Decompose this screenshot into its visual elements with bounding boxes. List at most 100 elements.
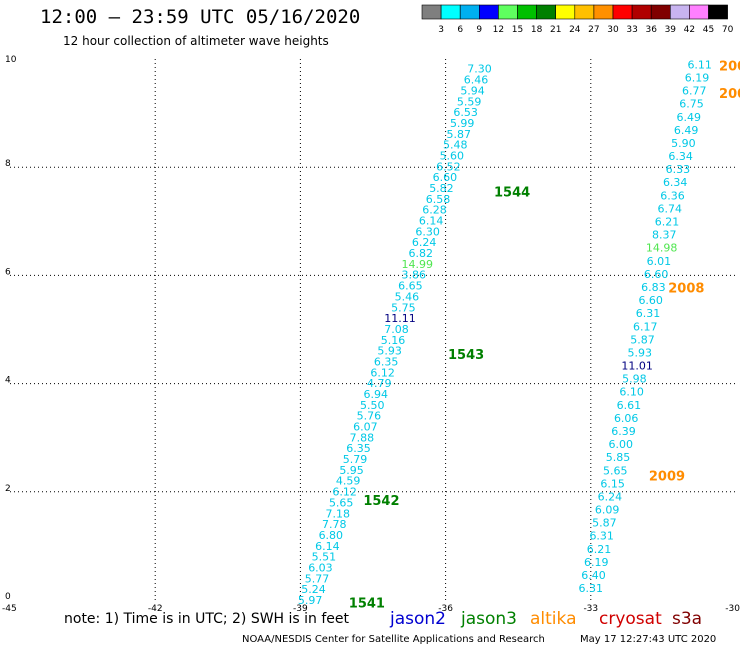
wave-height-point: 6.46 <box>464 74 489 87</box>
pass-number-label: 2009 <box>649 470 685 485</box>
wave-height-point: 14.99 <box>402 258 434 271</box>
wave-height-point: 6.35 <box>374 355 399 368</box>
wave-height-point: 5.79 <box>343 453 368 466</box>
colorbar-tick-label: 39 <box>665 25 677 35</box>
wave-height-point: 5.82 <box>429 182 454 195</box>
wave-height-point: 6.52 <box>436 160 461 173</box>
wave-height-point: 7.30 <box>467 63 492 76</box>
wave-height-point: 6.19 <box>685 72 710 85</box>
wave-height-point: 6.28 <box>422 204 447 217</box>
wave-height-point: 14.98 <box>646 242 678 255</box>
wave-height-point: 5.90 <box>671 137 696 150</box>
pass-number-label: 1541 <box>349 597 385 612</box>
wave-height-point: 4.59 <box>336 475 361 488</box>
wave-height-point: 6.58 <box>426 193 451 206</box>
pass-number-label: 2007 <box>719 87 740 102</box>
wave-height-point: 5.87 <box>446 128 471 141</box>
footer-credit: NOAA/NESDIS Center for Satellite Applica… <box>242 634 545 645</box>
wave-height-point: 5.75 <box>391 301 416 314</box>
x-tick-label: -39 <box>293 604 308 614</box>
x-tick-label: -30 <box>725 604 740 614</box>
wave-height-point: 5.87 <box>630 333 655 346</box>
wave-height-point: 6.21 <box>655 216 680 229</box>
colorbar-tick-label: 3 <box>438 25 444 35</box>
wave-height-point: 5.85 <box>606 451 631 464</box>
colorbar-tick-label: 70 <box>722 25 734 35</box>
wave-height-point: 5.77 <box>305 572 330 585</box>
colorbar-swatch <box>708 4 728 20</box>
wave-height-point: 6.80 <box>319 529 344 542</box>
x-tick-label: -42 <box>148 604 163 614</box>
wave-height-point: 6.07 <box>353 421 378 434</box>
wave-height-point: 6.31 <box>589 530 614 543</box>
wave-height-point: 7.08 <box>384 323 409 336</box>
wave-height-point: 5.65 <box>329 496 354 509</box>
wave-height-point: 5.65 <box>603 464 628 477</box>
wave-height-point: 6.61 <box>617 399 642 412</box>
wave-height-point: 6.15 <box>600 477 625 490</box>
wave-height-point: 6.33 <box>666 163 691 176</box>
wave-height-point: 5.24 <box>301 583 326 596</box>
wave-height-point: 5.93 <box>377 345 402 358</box>
pass-number-label: 1542 <box>363 494 399 509</box>
page-title: 12:00 – 23:59 UTC 05/16/2020 <box>40 6 361 28</box>
footer-timestamp: May 17 12:27:43 UTC 2020 <box>580 634 717 645</box>
y-tick-label: 10 <box>5 55 17 65</box>
colorbar-tick-label: 15 <box>512 25 523 35</box>
colorbar-tick-label: 21 <box>550 25 561 35</box>
legend-s3a: s3a <box>672 609 703 629</box>
wave-height-point: 6.94 <box>364 388 389 401</box>
wave-height-point: 7.18 <box>325 507 350 520</box>
wave-height-point: 6.60 <box>433 171 458 184</box>
colorbar-tick-label: 27 <box>588 25 599 35</box>
wave-height-point: 6.34 <box>663 176 688 189</box>
wave-height-point: 5.97 <box>298 594 323 607</box>
wave-height-point: 6.49 <box>677 111 702 124</box>
wave-height-point: 5.87 <box>592 517 617 530</box>
wave-height-point: 3.86 <box>402 269 427 282</box>
wave-height-point: 5.98 <box>622 373 647 386</box>
wave-height-point: 6.83 <box>641 281 666 294</box>
y-tick-label: 2 <box>5 484 11 494</box>
wave-height-point: 6.60 <box>644 268 669 281</box>
legend-jason2: jason2 <box>390 609 446 629</box>
wave-height-point: 6.31 <box>579 582 604 595</box>
pass-number-label: 2006 <box>719 59 740 74</box>
legend-cryosat: cryosat <box>599 609 662 629</box>
wave-height-point: 6.75 <box>679 98 704 111</box>
wave-height-point: 5.16 <box>381 334 406 347</box>
wave-height-point: 6.65 <box>398 280 423 293</box>
wave-height-point: 6.14 <box>419 215 444 228</box>
y-tick-label: 4 <box>5 376 11 386</box>
wave-height-point: 5.95 <box>339 464 364 477</box>
wave-height-point: 5.50 <box>360 399 385 412</box>
wave-height-point: 6.35 <box>346 442 371 455</box>
colorbar-tick-label: 42 <box>684 25 695 35</box>
wave-height-point: 5.60 <box>440 149 465 162</box>
wave-height-point: 6.77 <box>682 85 707 98</box>
wave-height-point: 6.31 <box>636 307 661 320</box>
colorbar-tick-label: 6 <box>457 25 463 35</box>
wave-height-point: 6.12 <box>332 486 357 499</box>
wave-height-point: 11.11 <box>384 312 416 325</box>
wave-height-point: 6.14 <box>315 540 340 553</box>
colorbar-tick-label: 36 <box>645 25 657 35</box>
legend-jason3: jason3 <box>461 609 517 629</box>
wave-height-point: 6.36 <box>660 189 685 202</box>
wave-height-point: 6.10 <box>619 386 644 399</box>
wave-height-point: 6.12 <box>370 366 395 379</box>
wave-height-point: 6.03 <box>308 561 333 574</box>
y-tick-label: 8 <box>5 159 11 169</box>
wave-height-point: 5.94 <box>460 84 485 97</box>
wave-height-point: 6.49 <box>674 124 699 137</box>
wave-height-point: 5.59 <box>457 95 482 108</box>
x-tick-label: -36 <box>438 604 453 614</box>
wave-height-point: 5.51 <box>312 551 337 564</box>
wave-height-point: 6.01 <box>647 255 672 268</box>
wave-height-point: 7.78 <box>322 518 347 531</box>
wave-height-point: 5.48 <box>443 139 468 152</box>
wave-height-point: 8.37 <box>652 229 677 242</box>
wave-height-point: 6.17 <box>633 320 658 333</box>
